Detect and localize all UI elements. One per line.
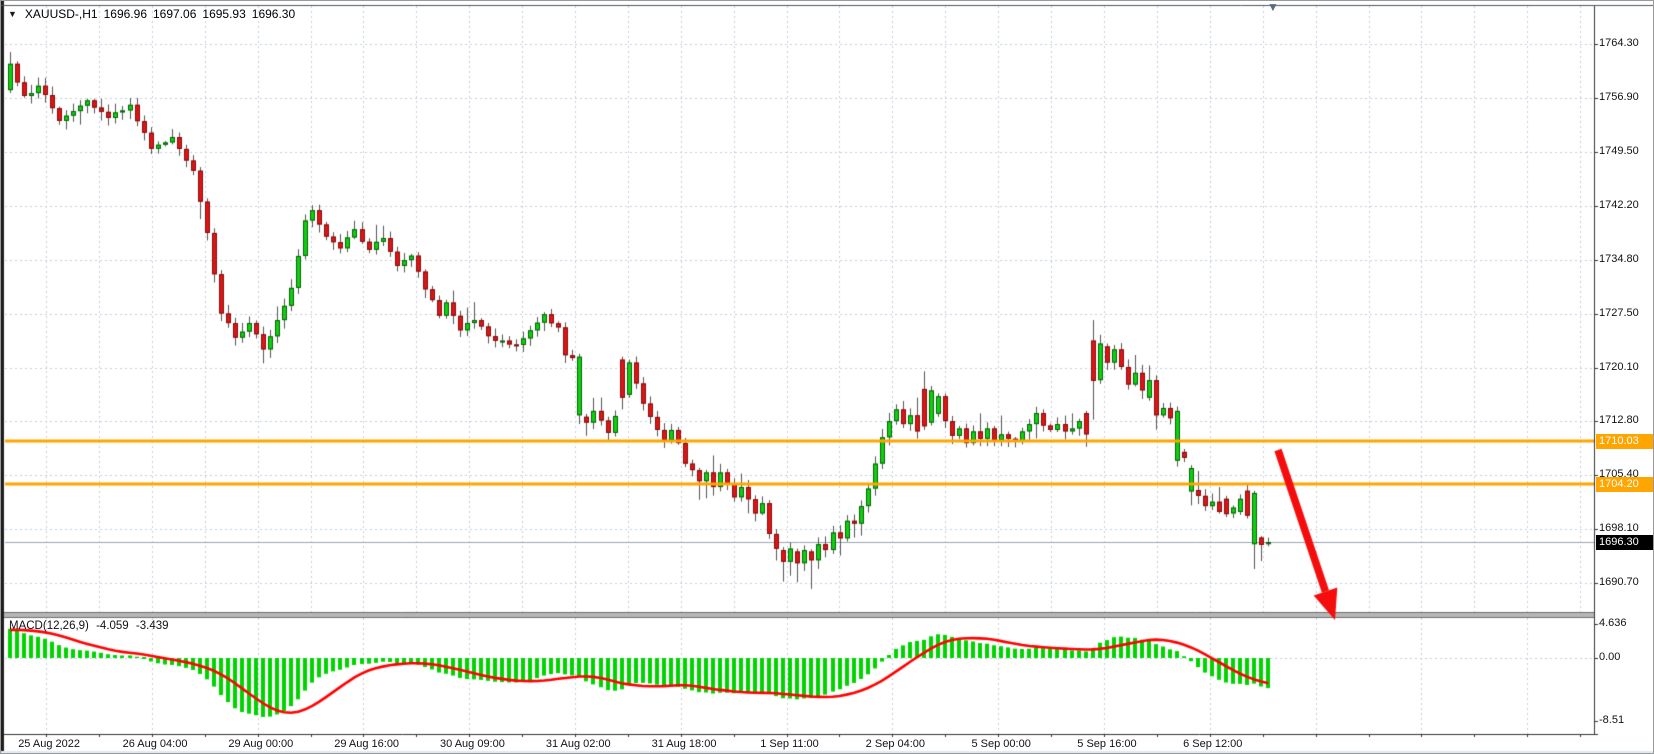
current-price-tag: 1696.30 — [1596, 535, 1653, 550]
time-tick-label: 6 Sep 12:00 — [1183, 738, 1243, 750]
symbol-timeframe-label: XAUUSD-,H1 — [24, 7, 98, 21]
price-tick-label: 1756.90 — [1599, 91, 1639, 103]
time-tick-label: 30 Aug 09:00 — [440, 738, 505, 750]
macd-tick-label: 4.636 — [1599, 617, 1627, 629]
price-tick-label: 1698.10 — [1599, 522, 1639, 534]
time-tick-label: 31 Aug 02:00 — [545, 738, 611, 750]
macd-tick-label: -8.51 — [1599, 714, 1625, 726]
ohlc-high-value: 1697.06 — [153, 7, 197, 21]
time-tick-label: 26 Aug 04:00 — [122, 738, 188, 750]
time-tick-label: 1 Sep 11:00 — [760, 738, 819, 750]
hline-price-tag-1704[interactable]: 1704.20 — [1596, 477, 1653, 492]
symbol-ohlc-header: ▼ XAUUSD-,H1 1696.96 1697.06 1695.93 169… — [8, 7, 295, 21]
time-tick-label: 25 Aug 2022 — [18, 738, 80, 750]
price-tick-label: 1712.80 — [1599, 414, 1639, 426]
macd-name: MACD(12,26,9) — [9, 620, 89, 632]
ohlc-close-value: 1696.30 — [251, 7, 296, 21]
time-tick-label: 5 Sep 00:00 — [971, 738, 1031, 750]
ohlc-low-value: 1695.93 — [202, 7, 246, 21]
chart-shift-marker-icon[interactable]: ▼ — [1267, 0, 1279, 14]
time-tick-label: 29 Aug 16:00 — [334, 738, 400, 750]
macd-main-value: -4.059 — [96, 620, 129, 632]
symbol-dropdown-icon[interactable]: ▼ — [8, 9, 17, 19]
macd-indicator-label: MACD(12,26,9) -4.059 -3.439 — [9, 620, 173, 632]
macd-tick-label: 0.00 — [1599, 651, 1621, 663]
time-tick-label: 5 Sep 16:00 — [1077, 738, 1137, 750]
hline-price-tag-1710[interactable]: 1710.03 — [1596, 434, 1653, 449]
ohlc-open-value: 1696.96 — [103, 7, 147, 21]
price-tick-label: 1749.50 — [1599, 145, 1639, 157]
price-tick-label: 1742.20 — [1599, 199, 1639, 211]
time-tick-label: 31 Aug 18:00 — [651, 738, 717, 750]
time-tick-label: 2 Sep 04:00 — [865, 738, 926, 750]
price-tick-label: 1764.30 — [1599, 37, 1639, 49]
time-tick-label: 29 Aug 00:00 — [228, 738, 294, 750]
macd-signal-value: -3.439 — [135, 620, 169, 632]
price-tick-label: 1720.10 — [1599, 361, 1639, 373]
price-tick-label: 1690.70 — [1599, 576, 1639, 588]
price-tick-label: 1734.80 — [1599, 253, 1639, 265]
price-tick-label: 1727.50 — [1599, 307, 1639, 319]
